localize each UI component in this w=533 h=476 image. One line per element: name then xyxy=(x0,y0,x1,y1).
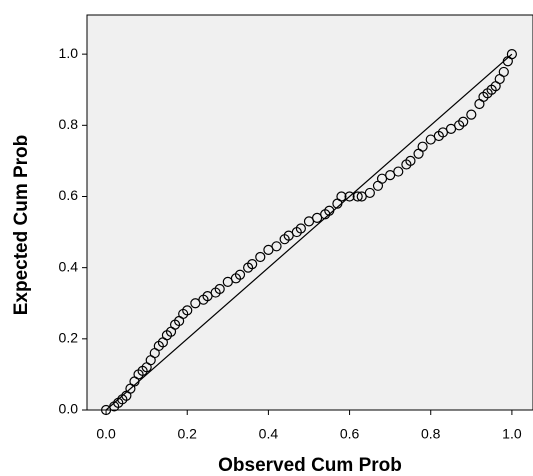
x-tick-label: 0.2 xyxy=(178,426,198,442)
y-tick-label: 1.0 xyxy=(59,45,79,61)
x-axis-title: Observed Cum Prob xyxy=(218,455,402,476)
x-tick-label: 0.6 xyxy=(340,426,360,442)
y-tick-label: 0.8 xyxy=(59,116,79,132)
plot-area xyxy=(87,15,533,410)
y-tick-label: 0.0 xyxy=(59,401,79,417)
chart: Observed Cum Prob Expected Cum Prob 0.0 0… xyxy=(0,0,533,476)
x-tick-label: 0.0 xyxy=(96,426,116,442)
y-tick-label: 0.6 xyxy=(59,187,79,203)
x-tick-label: 0.4 xyxy=(259,426,279,442)
y-axis-title: Expected Cum Prob xyxy=(11,135,32,316)
x-tick-label: 0.8 xyxy=(421,426,441,442)
y-tick-label: 0.2 xyxy=(59,330,79,346)
y-tick-label: 0.4 xyxy=(59,258,79,274)
page: Observed Cum Prob Expected Cum Prob 0.0 0… xyxy=(0,0,533,476)
x-tick-label: 1.0 xyxy=(502,426,522,442)
